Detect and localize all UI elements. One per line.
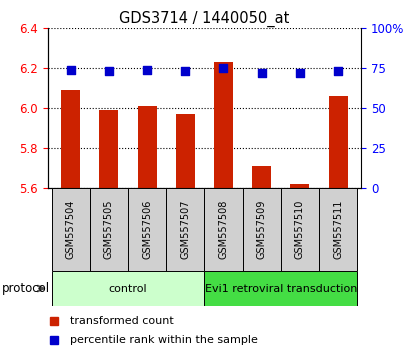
Text: GSM557509: GSM557509 <box>257 200 267 259</box>
Text: GSM557505: GSM557505 <box>104 199 114 259</box>
Bar <box>166 188 205 271</box>
Bar <box>319 188 357 271</box>
Title: GDS3714 / 1440050_at: GDS3714 / 1440050_at <box>119 11 290 27</box>
Text: control: control <box>109 284 147 293</box>
Bar <box>329 96 348 188</box>
Point <box>259 70 265 76</box>
Bar <box>205 188 243 271</box>
Point <box>220 65 227 71</box>
Text: Evi1 retroviral transduction: Evi1 retroviral transduction <box>205 284 357 293</box>
Bar <box>61 90 80 188</box>
Text: GSM557511: GSM557511 <box>333 200 343 259</box>
Bar <box>137 106 156 188</box>
Bar <box>90 188 128 271</box>
Text: protocol: protocol <box>2 282 50 295</box>
Bar <box>281 188 319 271</box>
Bar <box>205 271 357 306</box>
Bar <box>214 62 233 188</box>
Bar <box>252 166 271 188</box>
Bar <box>176 114 195 188</box>
Text: GSM557506: GSM557506 <box>142 200 152 259</box>
Bar <box>128 188 166 271</box>
Bar <box>243 188 281 271</box>
Text: GSM557504: GSM557504 <box>66 200 76 259</box>
Point <box>335 69 342 74</box>
Text: percentile rank within the sample: percentile rank within the sample <box>70 335 258 345</box>
Bar <box>290 184 310 188</box>
Point <box>105 69 112 74</box>
Text: GSM557510: GSM557510 <box>295 200 305 259</box>
Point <box>182 69 188 74</box>
Point <box>144 67 150 73</box>
Text: GSM557508: GSM557508 <box>218 200 229 259</box>
Point <box>67 67 74 73</box>
Bar <box>51 271 205 306</box>
Point <box>297 70 303 76</box>
Bar <box>51 188 90 271</box>
Text: GSM557507: GSM557507 <box>180 199 190 259</box>
Text: transformed count: transformed count <box>70 316 173 326</box>
Bar <box>99 110 118 188</box>
